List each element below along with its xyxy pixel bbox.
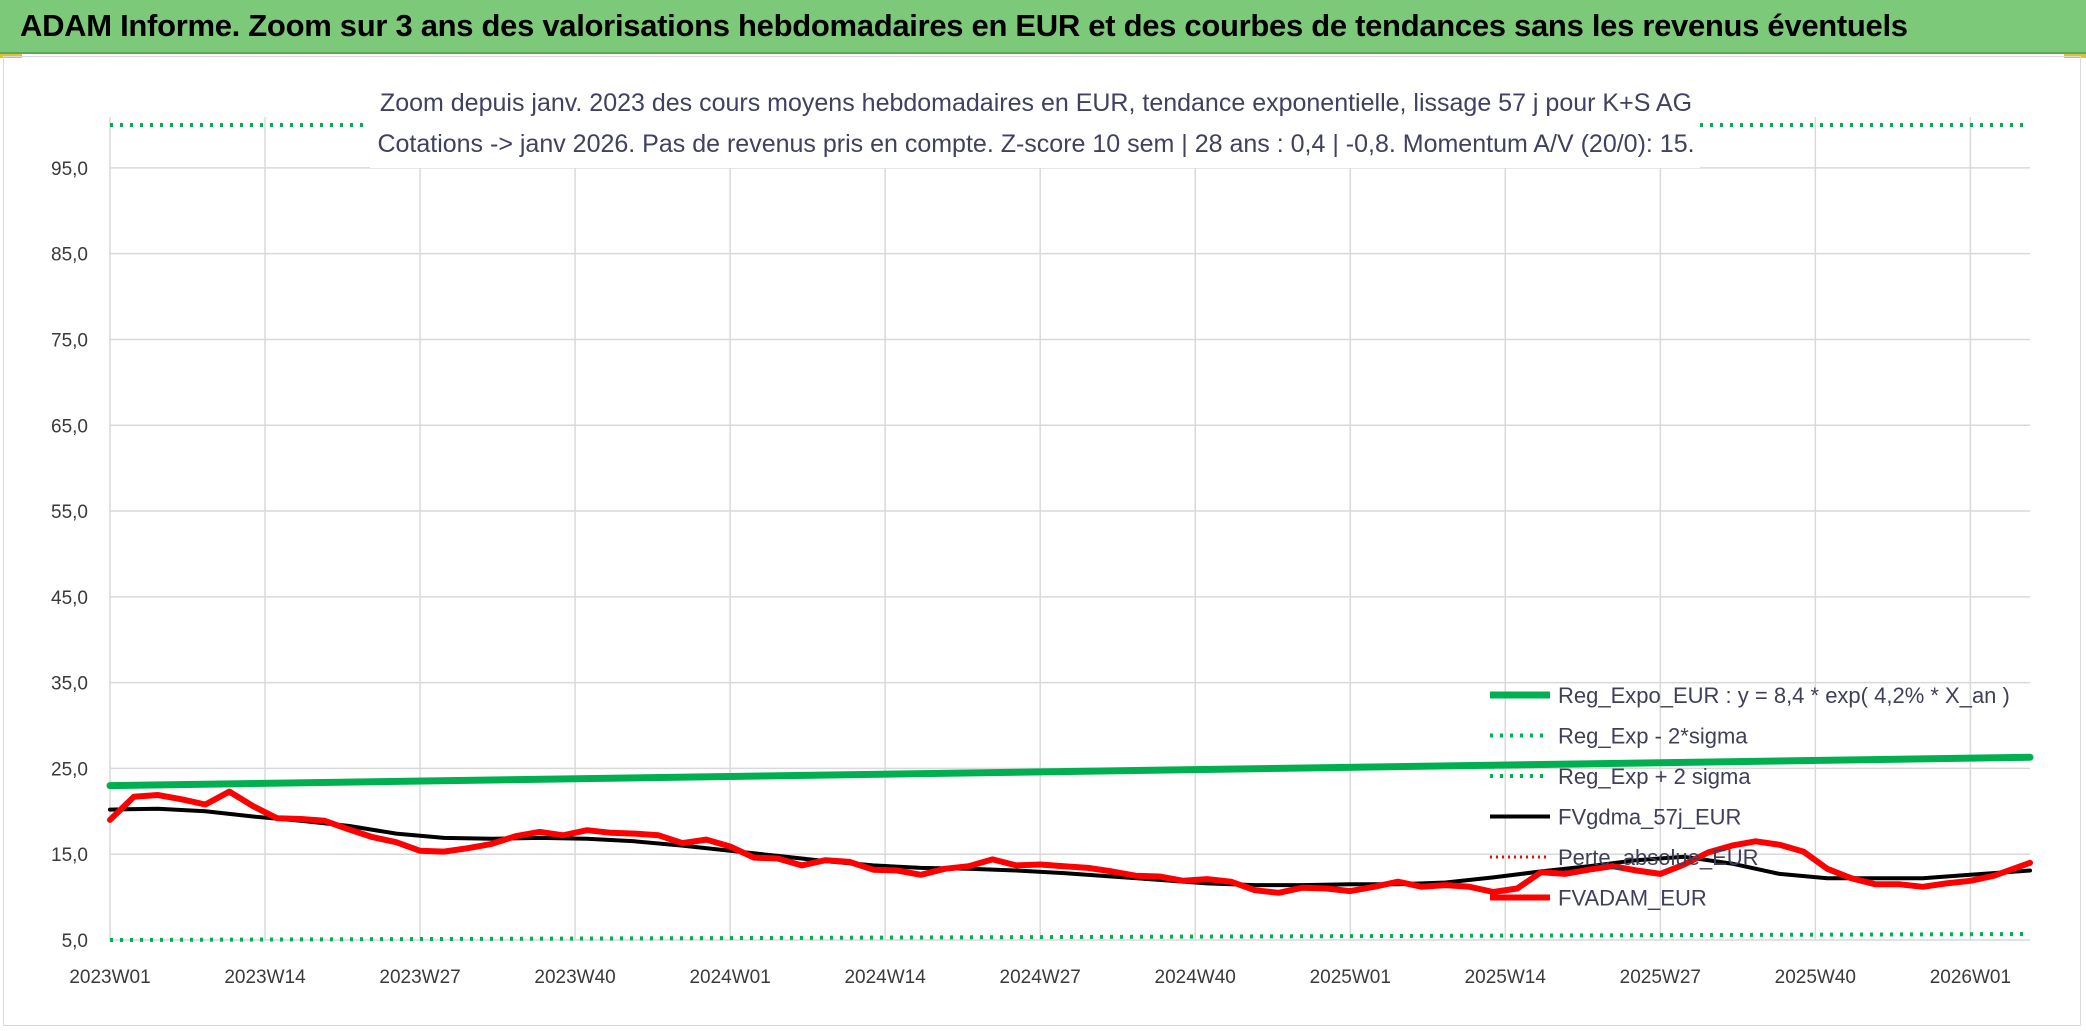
y-tick-label: 95,0 [51, 159, 88, 180]
y-tick-label: 45,0 [51, 588, 88, 609]
chart-title-line2: Cotations -> janv 2026. Pas de revenus p… [377, 130, 1694, 158]
x-tick-label: 2026W01 [1930, 967, 2011, 988]
y-tick-label: 25,0 [51, 759, 88, 780]
series-line-reg-expo [106, 753, 2034, 790]
x-tick-label: 2024W14 [844, 967, 926, 988]
series-lines [106, 123, 2034, 942]
y-tick-label: 5,0 [62, 931, 88, 952]
chart-title-line1: Zoom depuis janv. 2023 des cours moyens … [380, 89, 1692, 117]
y-tick-label: 75,0 [51, 330, 88, 351]
y-tick-label: 55,0 [51, 502, 88, 523]
report-banner: ADAM Informe. Zoom sur 3 ans des valoris… [0, 0, 2086, 54]
legend-label-reg-plus: Reg_Exp + 2 sigma [1558, 764, 1751, 789]
x-axis-ticks: 2023W01 2023W14 2023W27 2023W40 2024W01 2024W… [69, 967, 2011, 988]
y-axis-ticks: 5,0 15,0 25,0 35,0 45,0 55,0 65,0 75,0 85,0 95,0 [51, 159, 88, 952]
grid-lines [109, 117, 2030, 941]
x-tick-label: 2023W27 [379, 967, 460, 988]
x-tick-label: 2025W40 [1775, 967, 1856, 988]
x-tick-label: 2023W40 [534, 967, 615, 988]
x-tick-label: 2023W14 [224, 967, 306, 988]
x-tick-label: 2024W40 [1155, 967, 1236, 988]
x-tick-label: 2024W01 [689, 967, 770, 988]
y-tick-label: 85,0 [51, 245, 88, 266]
legend-label-reg-minus: Reg_Exp - 2*sigma [1558, 724, 1748, 749]
chart-title-background [370, 78, 1700, 168]
x-tick-label: 2023W01 [69, 967, 150, 988]
x-tick-label: 2024W27 [1000, 967, 1081, 988]
chart-title-group: Zoom depuis janv. 2023 des cours moyens … [370, 78, 1700, 168]
chart-legend: Reg_Expo_EUR : y = 8,4 * exp( 4,2% * X_a… [1490, 683, 2010, 911]
y-tick-label: 35,0 [51, 674, 88, 695]
x-tick-label: 2025W14 [1465, 967, 1547, 988]
legend-label-fvgdma: FVgdma_57j_EUR [1558, 805, 1741, 830]
chart-frame [3, 56, 2081, 1026]
report-title: ADAM Informe. Zoom sur 3 ans des valoris… [20, 8, 1908, 43]
legend-label-reg-expo: Reg_Expo_EUR : y = 8,4 * exp( 4,2% * X_a… [1558, 683, 2010, 708]
y-tick-label: 65,0 [51, 416, 88, 437]
x-tick-label: 2025W01 [1310, 967, 1391, 988]
legend-label-fvadam: FVADAM_EUR [1558, 886, 1707, 911]
series-line-reg-minus [109, 932, 2031, 942]
series-line-fvadam [107, 788, 2033, 896]
y-tick-label: 15,0 [51, 845, 88, 866]
x-tick-label: 2025W27 [1620, 967, 1701, 988]
legend-label-perte: Perte_absolue_EUR [1558, 845, 1759, 870]
